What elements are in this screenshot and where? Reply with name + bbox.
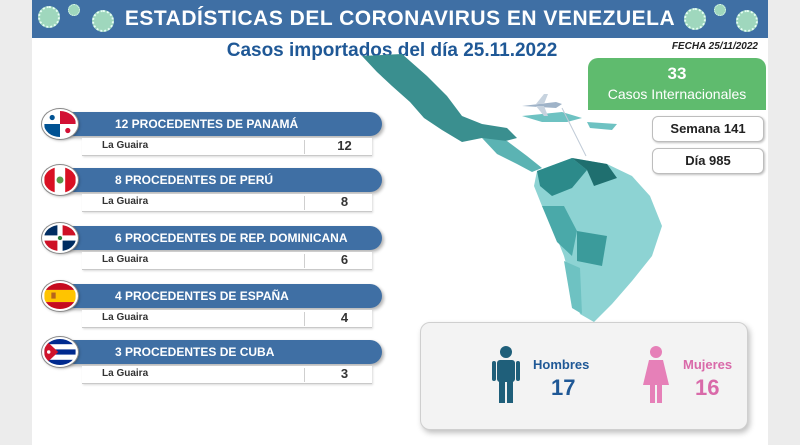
spain-flag-icon xyxy=(42,281,78,311)
international-label: Casos Internacionales xyxy=(607,86,747,102)
country-bar: 12 PROCEDENTES DE PANAMÁ xyxy=(60,112,382,136)
destination-strip: La Guaira 12 xyxy=(82,138,372,156)
country-label: 8 PROCEDENTES DE PERÚ xyxy=(115,173,274,187)
country-row-spain: 4 PROCEDENTES DE ESPAÑA La Guaira 4 xyxy=(42,281,382,334)
destination-count: 12 xyxy=(337,138,352,153)
destination-label: La Guaira xyxy=(102,368,149,379)
destination-count: 3 xyxy=(340,366,349,381)
country-bar: 6 PROCEDENTES DE REP. DOMINICANA xyxy=(60,226,382,250)
country-row-peru: 8 PROCEDENTES DE PERÚ La Guaira 8 xyxy=(42,165,382,218)
divider xyxy=(304,368,305,382)
country-label: 6 PROCEDENTES DE REP. DOMINICANA xyxy=(115,231,348,245)
week-pill: Semana 141 xyxy=(652,116,764,142)
header-bar: ESTADÍSTICAS DEL CORONAVIRUS EN VENEZUEL… xyxy=(32,0,768,38)
destination-strip: La Guaira 8 xyxy=(82,194,372,212)
divider xyxy=(304,312,305,326)
cuba-flag-icon xyxy=(42,337,78,367)
virus-icon xyxy=(68,4,80,16)
panama-flag-icon xyxy=(42,109,78,139)
virus-icon xyxy=(38,6,60,28)
virus-icon xyxy=(736,10,758,32)
destination-strip: La Guaira 4 xyxy=(82,310,372,328)
destination-count: 4 xyxy=(340,310,349,325)
men-count: 17 xyxy=(551,375,576,400)
gender-breakdown: Hombres 17 Mujeres 16 xyxy=(420,322,748,430)
divider xyxy=(304,140,305,154)
destination-count: 6 xyxy=(340,252,349,267)
dominican-republic-flag-icon xyxy=(42,223,78,253)
destination-strip: La Guaira 3 xyxy=(82,366,372,384)
destination-label: La Guaira xyxy=(102,254,149,265)
country-bar: 3 PROCEDENTES DE CUBA xyxy=(60,340,382,364)
virus-icon xyxy=(714,4,726,16)
virus-icon xyxy=(92,10,114,32)
report-date: FECHA 25/11/2022 xyxy=(671,41,758,52)
international-cases-badge: 33 Casos Internacionales xyxy=(588,58,766,110)
country-label: 3 PROCEDENTES DE CUBA xyxy=(115,345,275,359)
country-row-cuba: 3 PROCEDENTES DE CUBA La Guaira 3 xyxy=(42,337,382,390)
women-count: 16 xyxy=(695,375,720,400)
man-icon xyxy=(492,346,520,403)
country-row-panama: 12 PROCEDENTES DE PANAMÁ La Guaira 12 xyxy=(42,109,382,162)
country-row-dominican-republic: 6 PROCEDENTES DE REP. DOMINICANA La Guai… xyxy=(42,223,382,276)
day-pill: Día 985 xyxy=(652,148,764,174)
destination-count: 8 xyxy=(340,194,349,209)
divider xyxy=(304,254,305,268)
infographic: ESTADÍSTICAS DEL CORONAVIRUS EN VENEZUEL… xyxy=(32,0,768,445)
page-title: ESTADÍSTICAS DEL CORONAVIRUS EN VENEZUEL… xyxy=(124,7,676,30)
divider xyxy=(304,196,305,210)
destination-label: La Guaira xyxy=(102,140,149,151)
women-label: Mujeres xyxy=(683,357,733,372)
peru-flag-icon xyxy=(42,165,78,195)
destination-strip: La Guaira 6 xyxy=(82,252,372,270)
country-label: 4 PROCEDENTES DE ESPAÑA xyxy=(115,289,289,303)
destination-label: La Guaira xyxy=(102,196,149,207)
virus-icon xyxy=(684,8,706,30)
country-bar: 8 PROCEDENTES DE PERÚ xyxy=(60,168,382,192)
country-bar: 4 PROCEDENTES DE ESPAÑA xyxy=(60,284,382,308)
woman-icon xyxy=(643,346,669,403)
americas-map xyxy=(362,54,662,322)
men-label: Hombres xyxy=(533,357,590,372)
international-count: 33 xyxy=(667,64,687,83)
page-subtitle: Casos importados del día 25.11.2022 xyxy=(226,40,558,61)
country-label: 12 PROCEDENTES DE PANAMÁ xyxy=(115,117,299,131)
airplane-icon xyxy=(522,94,587,157)
destination-label: La Guaira xyxy=(102,312,149,323)
